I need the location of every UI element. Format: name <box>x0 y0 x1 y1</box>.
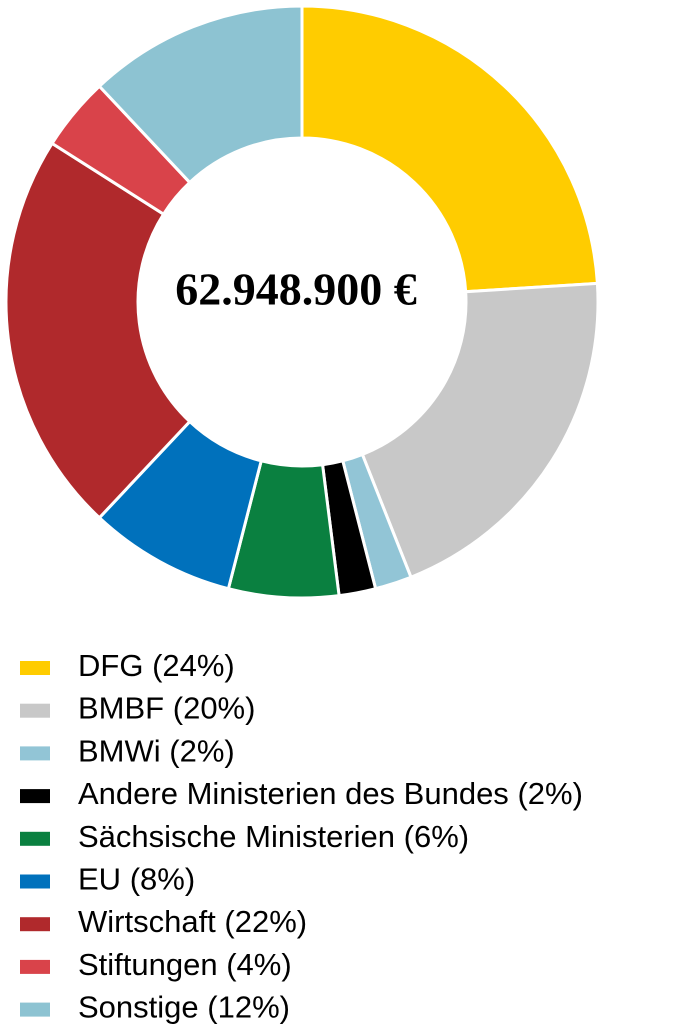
legend-label: Wirtschaft (22%) <box>78 904 307 939</box>
donut-segment <box>300 4 600 294</box>
legend-swatch <box>20 1002 50 1017</box>
legend-label: BMWi (2%) <box>78 734 235 769</box>
donut-segment <box>4 141 192 520</box>
legend-swatch <box>20 789 50 804</box>
legend-swatch <box>20 959 50 974</box>
legend-swatch <box>20 746 50 761</box>
legend-label: Andere Ministerien des Bundes (2%) <box>78 776 583 811</box>
legend-label: EU (8%) <box>78 862 195 897</box>
legend-swatch <box>20 831 50 846</box>
legend-swatch <box>20 703 50 718</box>
legend-name: EU <box>78 862 121 897</box>
legend-value: (6%) <box>404 819 469 854</box>
legend-value: (24%) <box>152 648 235 683</box>
legend-name: Andere Ministerien des Bundes <box>78 776 509 811</box>
donut-segment <box>360 281 600 580</box>
legend-label: Sächsische Ministerien (6%) <box>78 819 469 854</box>
legend-name: Wirtschaft <box>78 904 216 939</box>
donut-segment <box>97 4 304 185</box>
legend-value: (8%) <box>130 862 195 897</box>
legend-swatch <box>20 917 50 932</box>
legend-label: BMBF (20%) <box>78 691 255 726</box>
legend-name: Sächsische Ministerien <box>78 819 395 854</box>
center-label: 62.948.900 € <box>175 264 417 315</box>
legend-swatch <box>20 661 50 675</box>
legend-name: Sonstige <box>78 990 199 1025</box>
legend-label: DFG (24%) <box>78 648 235 683</box>
legend-value: (22%) <box>224 904 307 939</box>
legend-value: (12%) <box>207 990 290 1025</box>
legend-label: Sonstige (12%) <box>78 990 290 1025</box>
legend-name: Stiftungen <box>78 947 218 982</box>
legend-value: (20%) <box>173 691 256 726</box>
legend-label: Stiftungen (4%) <box>78 947 292 982</box>
legend-value: (2%) <box>169 734 234 769</box>
legend-value: (4%) <box>226 947 291 982</box>
legend-name: BMBF <box>78 691 164 726</box>
legend-value: (2%) <box>517 776 582 811</box>
legend-name: DFG <box>78 648 143 683</box>
legend-swatch <box>20 874 50 889</box>
legend-name: BMWi <box>78 734 161 769</box>
